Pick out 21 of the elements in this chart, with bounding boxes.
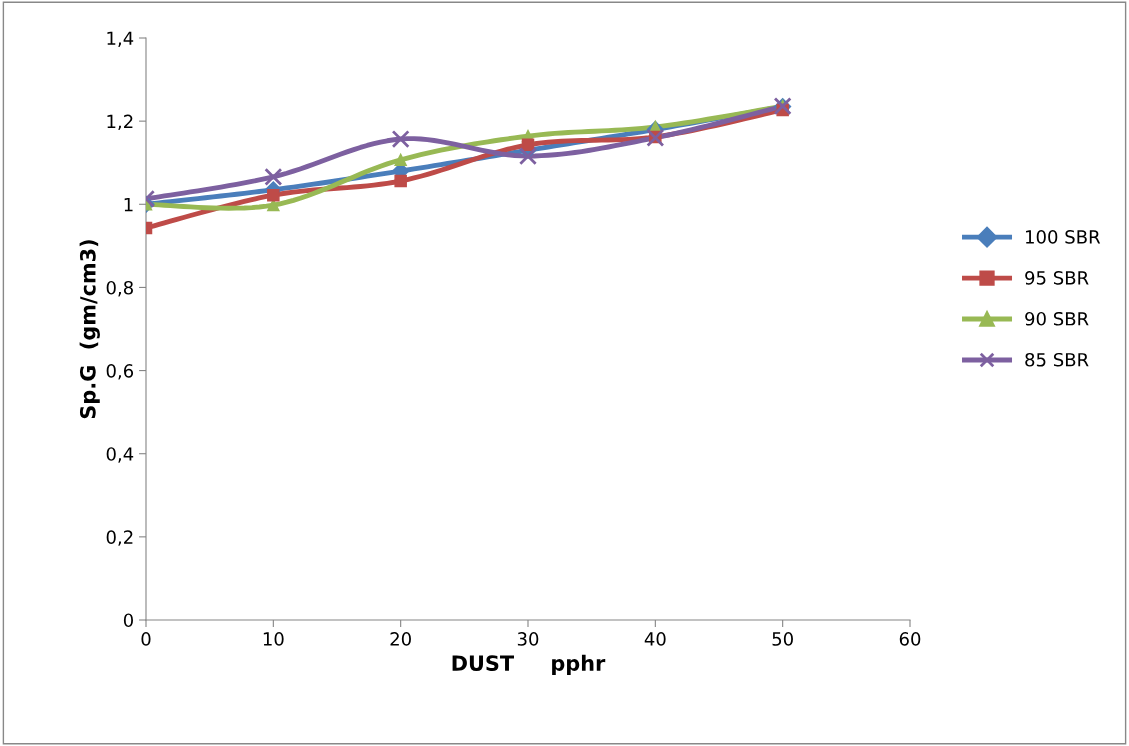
y-tick-label: 0,4: [106, 447, 134, 463]
x-tick-label: 10: [263, 632, 284, 646]
x-tick-label: 60: [899, 632, 921, 646]
x-tick-label: 30: [517, 632, 539, 646]
x-tick-label: 40: [644, 632, 666, 646]
x-tick-label: 0: [141, 632, 151, 646]
x-tick-label: 20: [390, 632, 411, 646]
y-tick-label: 1,2: [107, 114, 133, 131]
x-axis-title: DUST pphr: [452, 654, 606, 675]
y-tick-label: 1: [124, 197, 133, 212]
x-tick-label: 50: [772, 632, 793, 646]
y-axis-title: Sp.G (gm/cm3): [79, 240, 100, 419]
y-tick-label: 0,2: [106, 530, 133, 546]
legend-label: 95 SBR: [1025, 271, 1089, 285]
y-tick-label: 0: [123, 613, 133, 628]
y-tick-label: 0,8: [106, 280, 133, 297]
legend-label: 85 SBR: [1025, 352, 1089, 367]
y-tick-label: 1,4: [107, 31, 134, 47]
y-tick-label: 0,6: [106, 364, 134, 380]
legend-label: 90 SBR: [1025, 311, 1089, 326]
legend-label: 100 SBR: [1026, 230, 1101, 244]
